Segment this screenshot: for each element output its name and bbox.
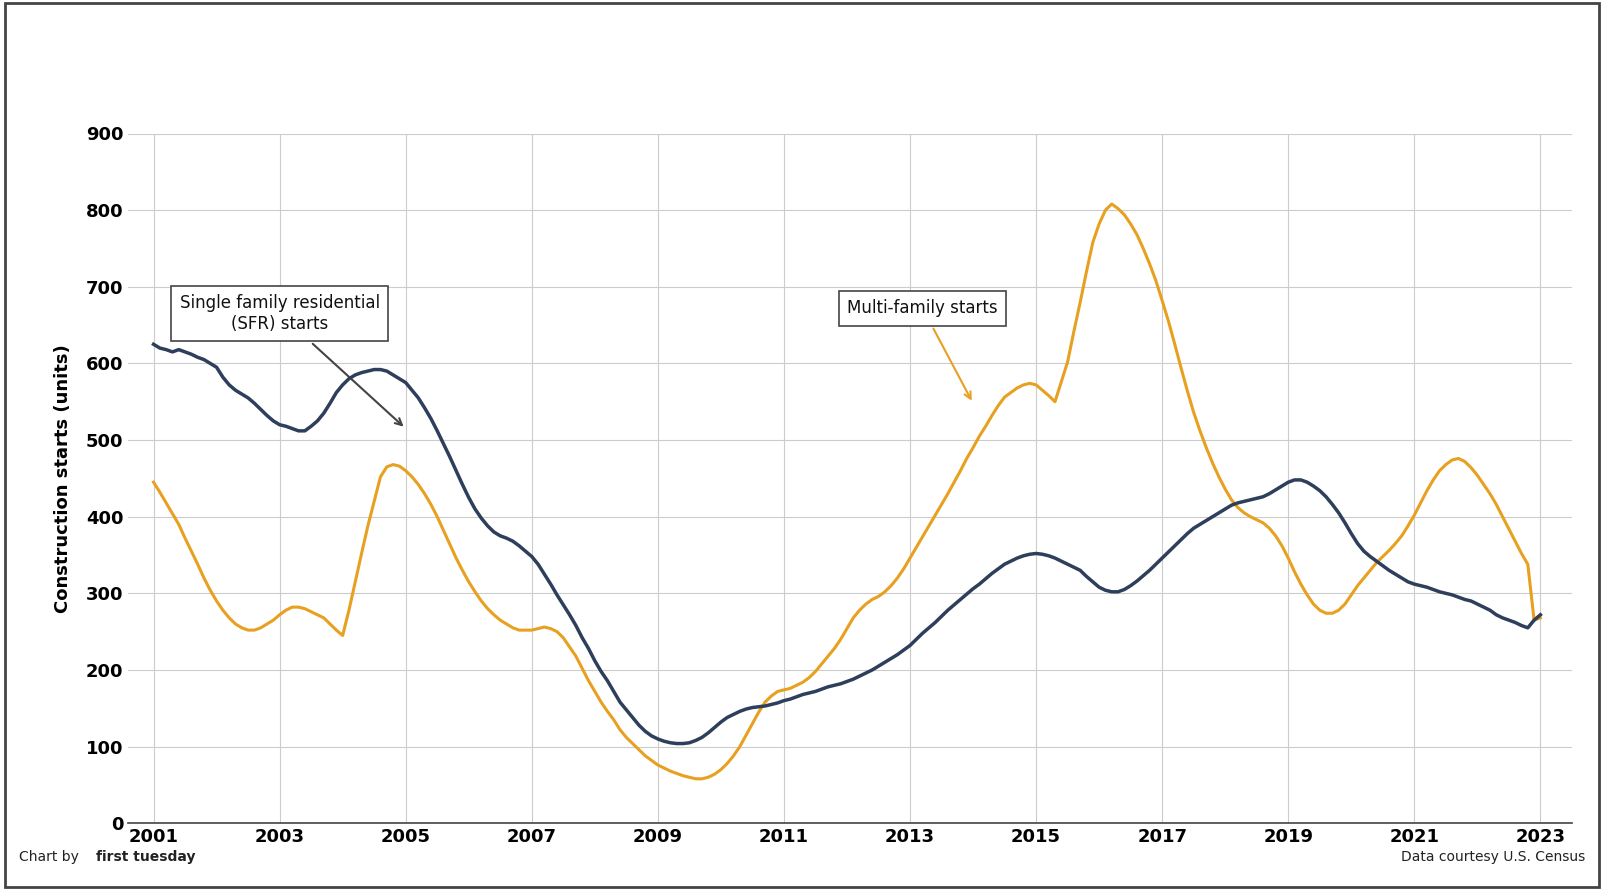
Y-axis label: Construction starts (units): Construction starts (units) — [55, 344, 72, 612]
Text: first tuesday: first tuesday — [96, 850, 196, 863]
Text: Single family residential
(SFR) starts: Single family residential (SFR) starts — [180, 295, 403, 425]
Text: 12-month moving average: 12-month moving average — [682, 92, 922, 109]
Text: Multi-family starts: Multi-family starts — [847, 299, 998, 399]
Text: Orange County Monthly Construction Starts: Orange County Monthly Construction Start… — [390, 44, 1214, 77]
Text: Chart by: Chart by — [19, 850, 83, 863]
Text: Data courtesy U.S. Census: Data courtesy U.S. Census — [1400, 850, 1585, 863]
